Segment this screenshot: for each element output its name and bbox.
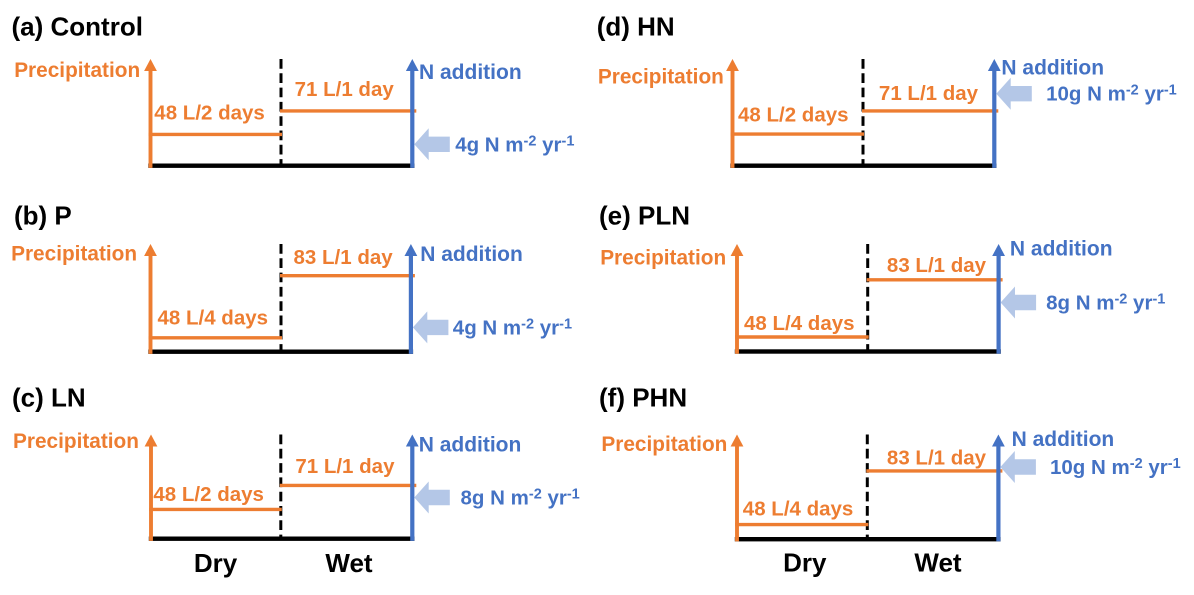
svg-text:10g N m-2 yr-1: 10g N m-2 yr-1 [1046, 83, 1177, 106]
svg-text:48 L/4 days: 48 L/4 days [743, 498, 854, 521]
svg-text:8g N m-2 yr-1: 8g N m-2 yr-1 [461, 487, 580, 510]
svg-text:48 L/4 days: 48 L/4 days [158, 306, 269, 329]
svg-text:48 L/2 days: 48 L/2 days [154, 102, 265, 125]
svg-text:Precipitation: Precipitation [11, 242, 137, 265]
svg-text:48 L/4 days: 48 L/4 days [744, 312, 855, 335]
svg-text:N addition: N addition [1001, 57, 1104, 80]
svg-text:71 L/1 day: 71 L/1 day [879, 82, 979, 105]
svg-text:4g N m-2 yr-1: 4g N m-2 yr-1 [453, 316, 572, 339]
svg-text:(f) PHN: (f) PHN [599, 382, 687, 412]
svg-text:N addition: N addition [420, 243, 523, 266]
svg-text:Dry: Dry [783, 548, 827, 578]
svg-text:4g N m-2 yr-1: 4g N m-2 yr-1 [455, 133, 574, 156]
svg-text:N addition: N addition [1012, 428, 1115, 451]
svg-text:(d) HN: (d) HN [597, 12, 675, 42]
svg-text:(e) PLN: (e) PLN [599, 200, 690, 230]
svg-text:83 L/1 day: 83 L/1 day [887, 447, 987, 470]
svg-text:Precipitation: Precipitation [598, 66, 724, 89]
svg-text:Precipitation: Precipitation [14, 59, 140, 82]
svg-text:8g N m-2 yr-1: 8g N m-2 yr-1 [1046, 292, 1165, 315]
svg-text:(c) LN: (c) LN [12, 382, 86, 412]
svg-text:N addition: N addition [419, 434, 522, 457]
svg-text:Wet: Wet [325, 548, 373, 578]
svg-text:Precipitation: Precipitation [13, 430, 139, 453]
svg-text:71 L/1 day: 71 L/1 day [295, 78, 395, 101]
svg-text:(a) Control: (a) Control [12, 12, 143, 42]
svg-text:Precipitation: Precipitation [600, 246, 726, 269]
svg-text:Dry: Dry [194, 548, 238, 578]
svg-text:N addition: N addition [1010, 238, 1113, 261]
svg-text:48 L/2 days: 48 L/2 days [738, 103, 849, 126]
svg-text:(b) P: (b) P [14, 200, 72, 230]
svg-text:83 L/1 day: 83 L/1 day [294, 246, 394, 269]
svg-text:48 L/2 days: 48 L/2 days [153, 483, 264, 506]
svg-text:Precipitation: Precipitation [601, 433, 727, 456]
svg-text:10g N m-2 yr-1: 10g N m-2 yr-1 [1050, 456, 1181, 479]
svg-text:83 L/1 day: 83 L/1 day [887, 254, 987, 277]
svg-text:71 L/1 day: 71 L/1 day [295, 455, 395, 478]
svg-text:Wet: Wet [914, 548, 962, 578]
svg-text:N addition: N addition [419, 61, 522, 84]
